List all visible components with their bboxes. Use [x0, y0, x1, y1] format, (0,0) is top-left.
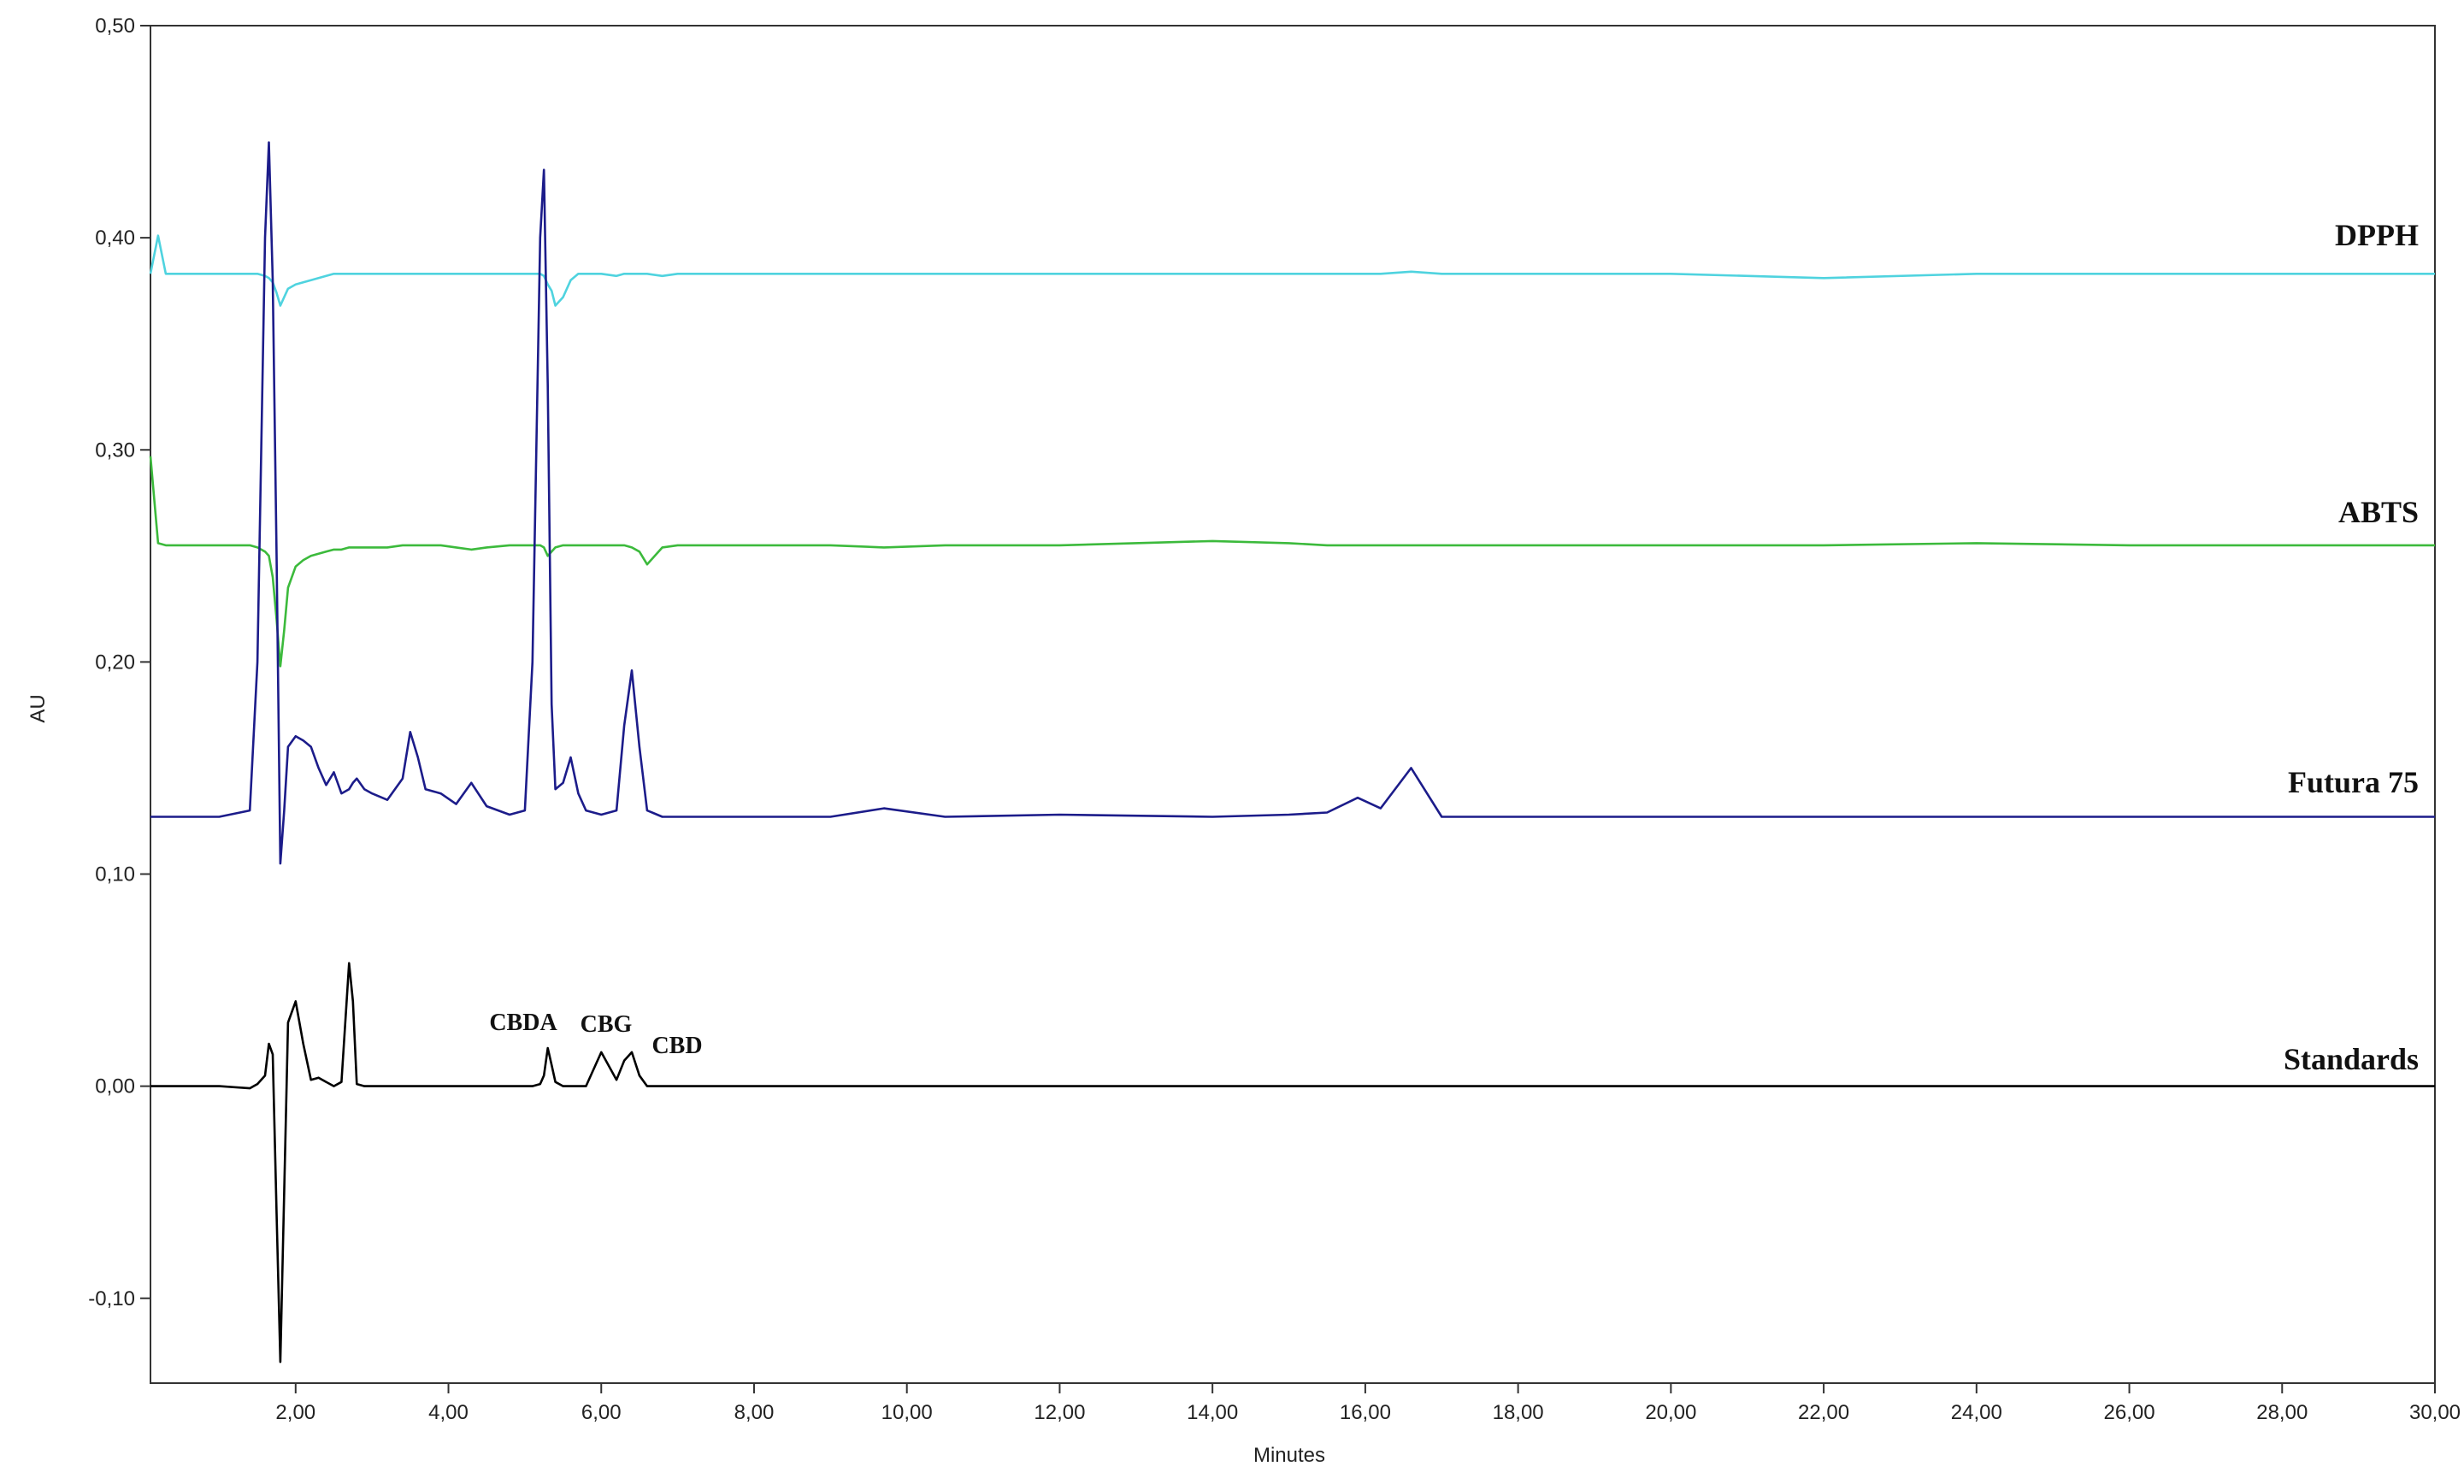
series-label: Futura 75	[2288, 765, 2419, 799]
series-line	[149, 456, 2435, 668]
x-tick-label: 26,00	[2104, 1401, 2155, 1424]
series-label: DPPH	[2335, 218, 2419, 252]
x-tick-label: 14,00	[1187, 1401, 1238, 1424]
y-tick-label: 0,40	[95, 227, 135, 250]
peak-annotation: CBD	[651, 1033, 702, 1059]
x-tick-label: 6,00	[581, 1401, 622, 1424]
series-line	[150, 141, 2435, 865]
series-label: ABTS	[2338, 495, 2419, 529]
y-tick-label: -0,10	[88, 1287, 135, 1310]
x-tick-label: 22,00	[1798, 1401, 1849, 1424]
series-line	[150, 962, 2435, 1363]
x-tick-label: 16,00	[1340, 1401, 1391, 1424]
x-tick-label: 30,00	[2409, 1401, 2461, 1424]
plot-frame	[150, 25, 2436, 1384]
y-tick-label: 0,10	[95, 863, 135, 886]
x-tick-label: 28,00	[2256, 1401, 2308, 1424]
peak-annotation: CBG	[581, 1011, 633, 1038]
y-tick-label: 0,00	[95, 1075, 135, 1098]
x-tick-label: 8,00	[734, 1401, 775, 1424]
x-axis-label: Minutes	[1253, 1444, 1325, 1467]
x-tick-label: 24,00	[1951, 1401, 2002, 1424]
series-label: Standards	[2284, 1042, 2419, 1076]
x-tick-label: 2,00	[275, 1401, 315, 1424]
peak-annotation: CBDA	[489, 1010, 557, 1036]
x-tick-label: 18,00	[1493, 1401, 1544, 1424]
y-tick-label: 0,20	[95, 651, 135, 674]
series-line	[149, 234, 2435, 307]
y-tick-label: 0,30	[95, 439, 135, 462]
y-axis-label: AU	[27, 694, 50, 722]
x-tick-label: 20,00	[1645, 1401, 1696, 1424]
x-tick-label: 10,00	[881, 1401, 933, 1424]
x-tick-label: 4,00	[428, 1401, 469, 1424]
x-tick-label: 12,00	[1034, 1401, 1085, 1424]
y-tick-label: 0,50	[95, 15, 135, 38]
